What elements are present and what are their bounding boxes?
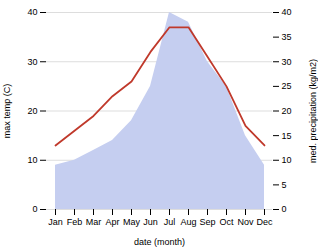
svg-text:40: 40 [27,7,37,17]
svg-text:Feb: Feb [67,217,83,227]
svg-text:30: 30 [282,57,292,67]
svg-text:Dec: Dec [256,217,273,227]
svg-text:15: 15 [282,131,292,141]
svg-text:20: 20 [27,106,37,116]
svg-text:0: 0 [282,204,287,214]
svg-text:Aug: Aug [180,217,196,227]
svg-text:10: 10 [282,155,292,165]
svg-text:Oct: Oct [219,217,234,227]
svg-text:Jul: Jul [164,217,176,227]
svg-text:Apr: Apr [105,217,119,227]
svg-text:date (month): date (month) [134,237,185,247]
svg-text:40: 40 [282,7,292,17]
svg-text:25: 25 [282,81,292,91]
svg-text:30: 30 [27,57,37,67]
svg-text:10: 10 [27,155,37,165]
svg-text:Sep: Sep [199,217,215,227]
svg-text:35: 35 [282,32,292,42]
svg-text:Mar: Mar [86,217,102,227]
svg-text:Jan: Jan [48,217,63,227]
svg-text:5: 5 [282,180,287,190]
svg-text:med. precipitation (kg/m2): med. precipitation (kg/m2) [308,59,318,163]
svg-text:0: 0 [32,204,37,214]
svg-text:20: 20 [282,106,292,116]
svg-text:max temp (C): max temp (C) [2,84,12,139]
svg-text:May: May [123,217,141,227]
svg-text:Jun: Jun [143,217,158,227]
svg-text:Nov: Nov [237,217,254,227]
